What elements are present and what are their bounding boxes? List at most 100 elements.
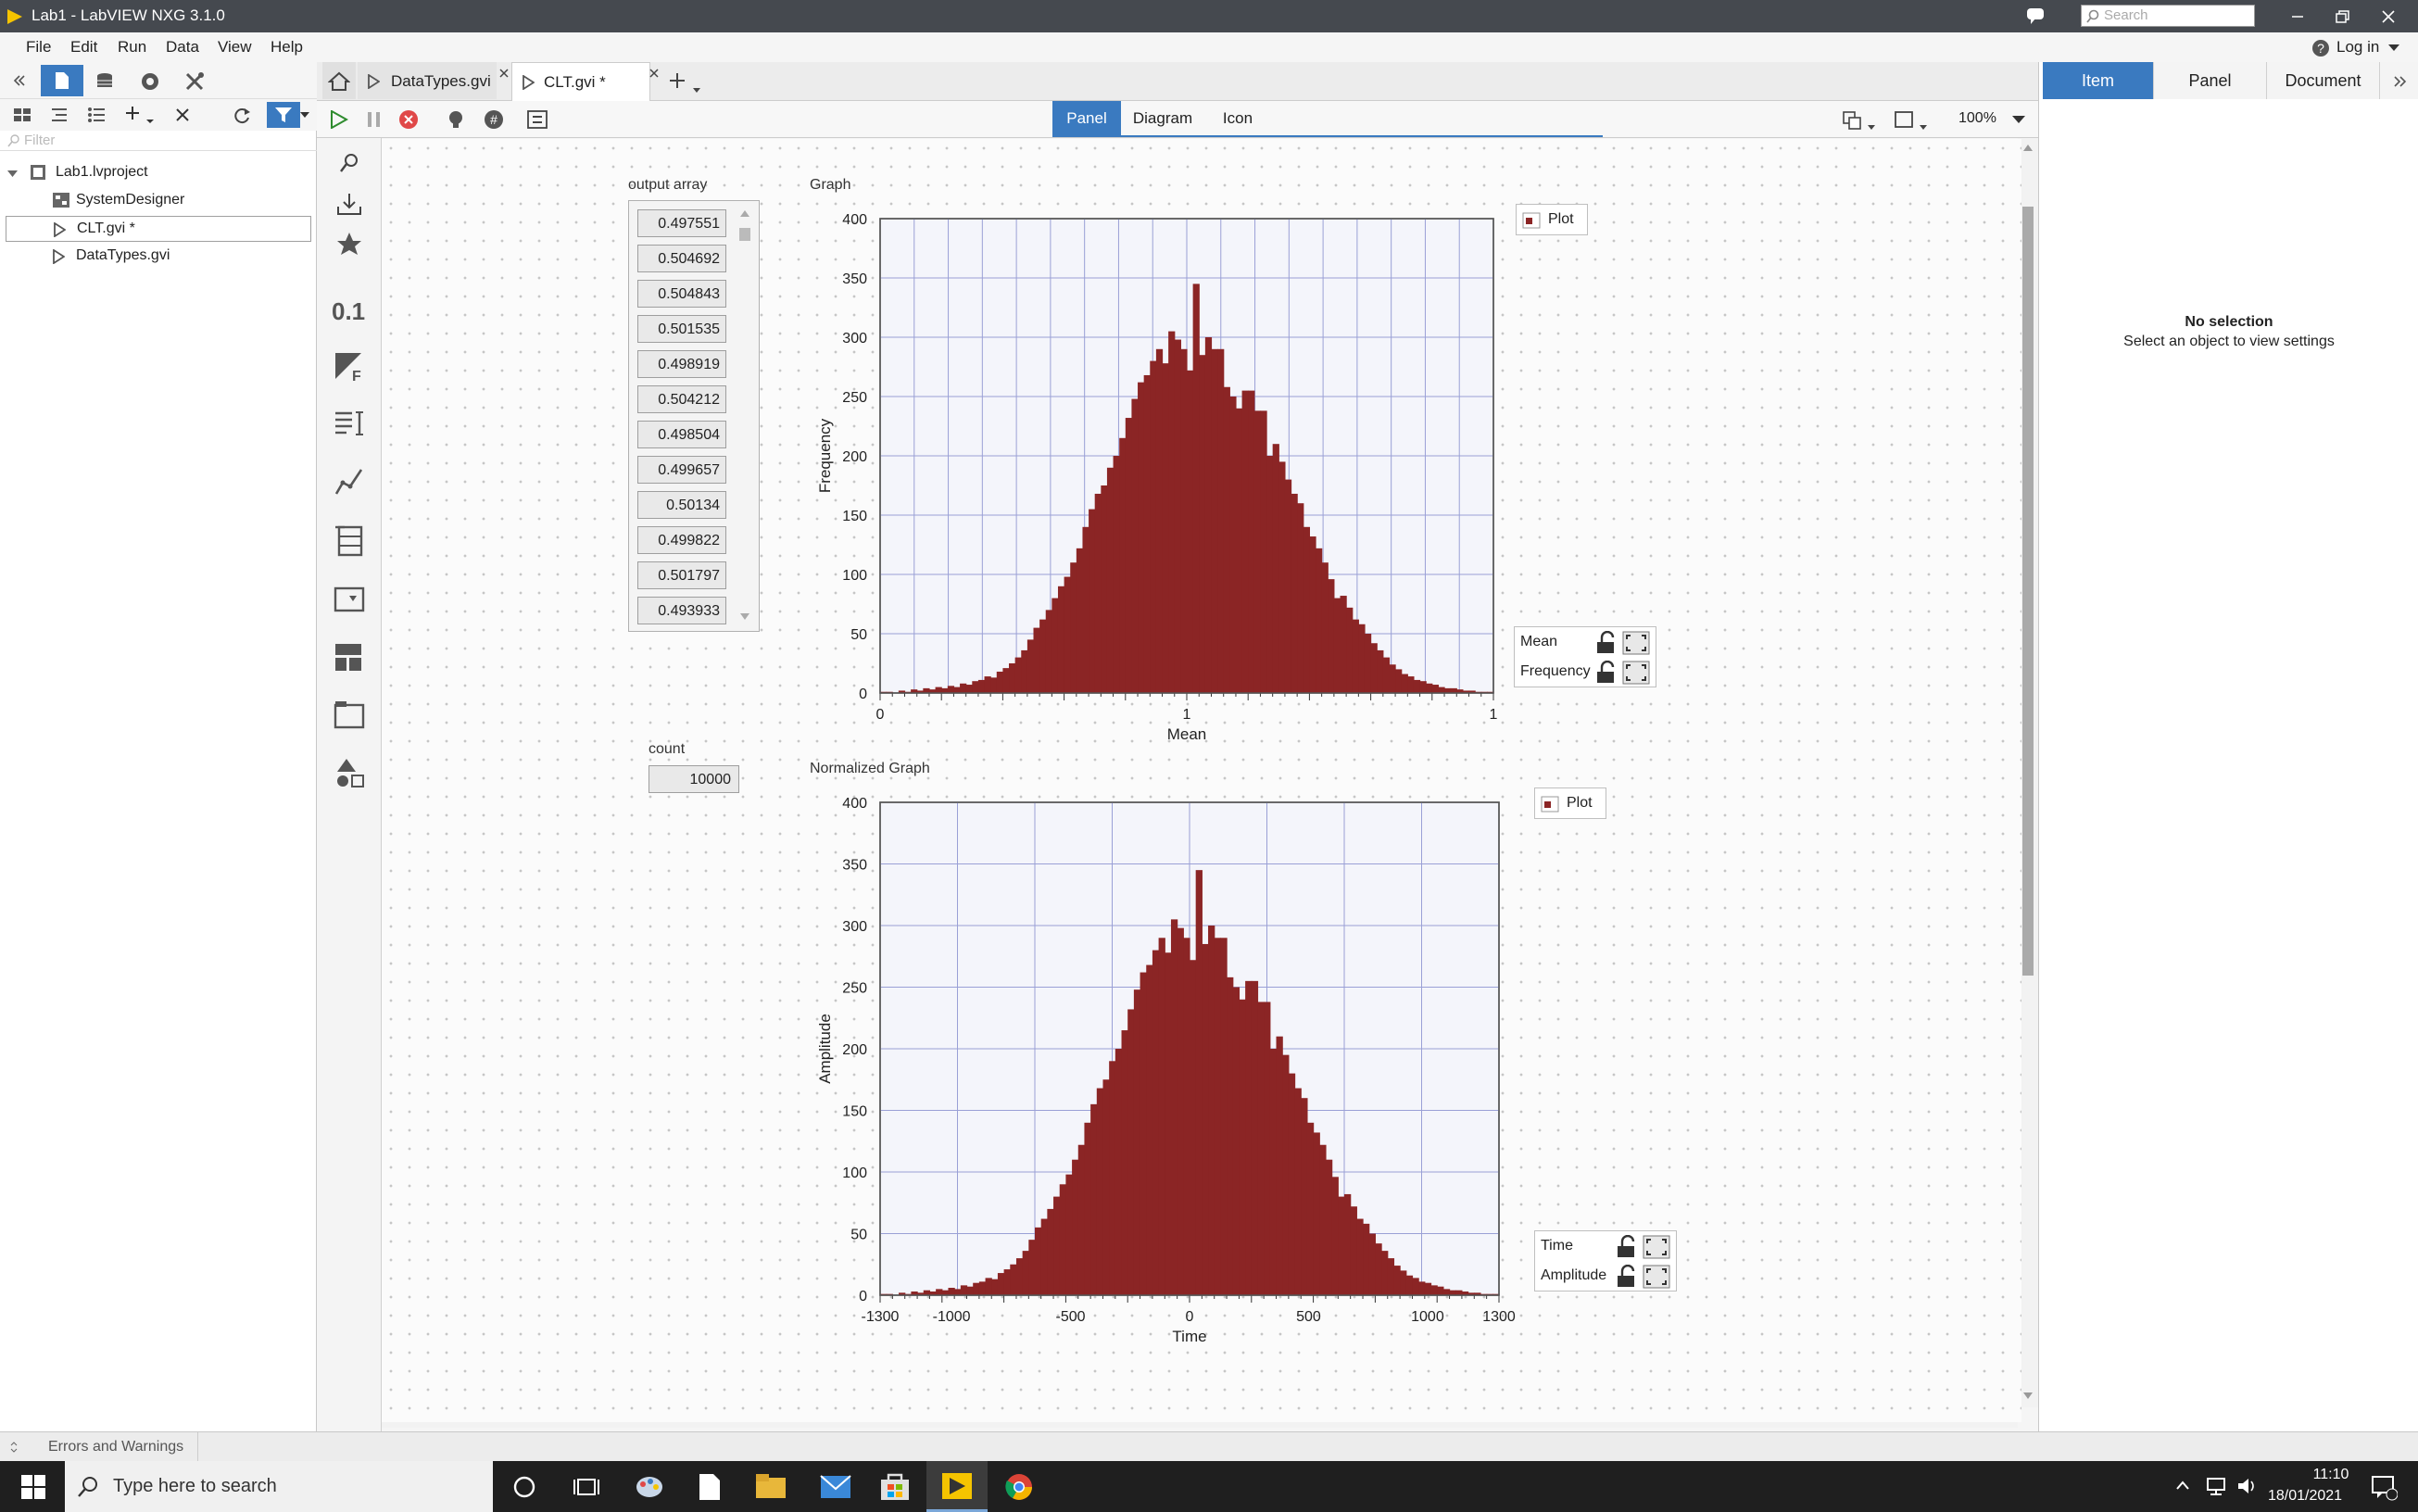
indent-list-icon[interactable] — [50, 107, 69, 123]
array-element[interactable]: 0.504212 — [637, 385, 726, 413]
zoom-level[interactable]: 100% — [1958, 110, 1996, 126]
graph-chart[interactable]: 0 50 100 150 200 250 300 350 400 0 1 1 Mean Frequency — [806, 204, 1519, 752]
array-palette-icon[interactable] — [334, 525, 365, 557]
normalized-graph-chart[interactable]: 0 50 100 150 200 250 300 350 400 -1300 -1000 -500 0 5… — [806, 788, 1529, 1354]
tab-clt[interactable]: CLT.gvi * — [511, 62, 650, 102]
tray-expand-icon[interactable] — [2175, 1480, 2190, 1491]
autoscale-icon[interactable] — [1643, 1265, 1670, 1289]
graph-palette-icon[interactable] — [334, 466, 365, 498]
new-tab-icon[interactable] — [669, 71, 702, 95]
autoscale-icon[interactable] — [1622, 661, 1650, 685]
mail-app-icon[interactable] — [819, 1472, 852, 1502]
database-icon[interactable] — [94, 71, 115, 92]
tab-document[interactable]: Document — [2267, 62, 2380, 99]
run-icon[interactable] — [330, 110, 348, 129]
string-palette-icon[interactable] — [334, 409, 365, 438]
array-element[interactable]: 0.501797 — [637, 561, 726, 589]
tree-item-systemdesigner[interactable]: SystemDesigner — [0, 190, 317, 212]
clock-date[interactable]: 18/01/2021 — [2268, 1488, 2343, 1504]
login-link[interactable]: Log in — [2336, 38, 2380, 56]
store-app-icon[interactable] — [878, 1470, 912, 1502]
abort-icon[interactable] — [398, 109, 419, 130]
close-tab-icon[interactable] — [498, 68, 510, 79]
tab-icon[interactable]: Icon — [1204, 101, 1271, 136]
tab-diagram[interactable]: Diagram — [1121, 101, 1204, 136]
tree-item-datatypes[interactable]: DataTypes.gvi — [0, 246, 317, 268]
tab-item[interactable]: Item — [2043, 62, 2154, 99]
count-indicator[interactable]: 10000 — [649, 765, 739, 793]
numeric-palette-icon[interactable]: 0.1 — [332, 297, 366, 325]
notepad-app-icon[interactable] — [697, 1472, 723, 1502]
taskbar-search[interactable]: Type here to search — [65, 1461, 493, 1512]
files-view-tab[interactable] — [41, 65, 83, 96]
array-element[interactable]: 0.50134 — [637, 491, 726, 519]
feedback-icon[interactable] — [2025, 6, 2049, 26]
alignment-icon[interactable] — [1842, 110, 1879, 131]
chevron-down-icon[interactable] — [300, 112, 311, 120]
array-element[interactable]: 0.501535 — [637, 315, 726, 343]
array-scroll-thumb[interactable] — [739, 228, 750, 241]
menu-view[interactable]: View — [218, 38, 252, 56]
tools-icon[interactable] — [183, 70, 206, 93]
network-icon[interactable] — [2205, 1476, 2227, 1496]
array-element[interactable]: 0.498504 — [637, 421, 726, 448]
array-element[interactable]: 0.504843 — [637, 280, 726, 308]
menu-help[interactable]: Help — [271, 38, 303, 56]
filter-toggle-button[interactable] — [267, 102, 300, 128]
windows-start-icon[interactable] — [20, 1474, 46, 1500]
notifications-icon[interactable] — [2370, 1474, 2398, 1502]
array-element[interactable]: 0.493933 — [637, 597, 726, 624]
menu-file[interactable]: File — [26, 38, 52, 56]
filter-input[interactable]: Filter — [0, 131, 317, 151]
retain-values-icon[interactable]: # — [484, 109, 504, 130]
tree-item-project[interactable]: Lab1.lvproject — [0, 162, 317, 184]
view-grid-icon[interactable] — [13, 107, 31, 123]
errors-warnings-tab[interactable]: Errors and Warnings — [31, 1432, 198, 1462]
list-palette-icon[interactable] — [334, 586, 365, 614]
labview-taskbar-button[interactable] — [926, 1461, 988, 1512]
array-element[interactable]: 0.499822 — [637, 526, 726, 554]
resize-grip-icon[interactable] — [9, 1441, 19, 1454]
highlight-execution-icon[interactable] — [447, 109, 465, 130]
probe-icon[interactable] — [526, 109, 548, 130]
list-view-icon[interactable] — [87, 107, 106, 123]
close-tab-icon[interactable] — [649, 68, 660, 79]
array-element[interactable]: 0.498919 — [637, 350, 726, 378]
chevron-down-icon[interactable] — [2388, 44, 2399, 52]
unlock-icon[interactable] — [1594, 661, 1618, 685]
instrument-icon[interactable] — [139, 71, 161, 92]
tab-datatypes[interactable]: DataTypes.gvi — [358, 62, 497, 99]
expand-arrow-icon[interactable] — [7, 170, 19, 179]
favorites-star-icon[interactable] — [335, 231, 363, 257]
tab-palette-icon[interactable] — [334, 699, 365, 729]
clock-time[interactable]: 11:10 — [2312, 1467, 2349, 1482]
autoscale-icon[interactable] — [1643, 1235, 1670, 1259]
tree-item-clt[interactable]: CLT.gvi * — [6, 216, 311, 242]
import-icon[interactable] — [335, 192, 363, 218]
search-icon[interactable] — [337, 151, 361, 175]
unlock-icon[interactable] — [1615, 1235, 1639, 1259]
menu-edit[interactable]: Edit — [70, 38, 98, 56]
delete-icon[interactable] — [174, 107, 191, 123]
chevron-down-icon[interactable] — [2012, 116, 2025, 125]
help-icon[interactable]: ? — [2311, 38, 2331, 58]
expand-pane-button[interactable] — [2380, 62, 2418, 99]
pause-icon[interactable] — [365, 110, 384, 129]
array-element[interactable]: 0.504692 — [637, 245, 726, 272]
add-item-icon[interactable] — [124, 105, 156, 125]
task-view-icon[interactable] — [573, 1474, 600, 1500]
file-explorer-icon[interactable] — [754, 1472, 787, 1502]
minimize-icon[interactable] — [2288, 7, 2307, 26]
scroll-thumb[interactable] — [2022, 207, 2034, 976]
scroll-down-icon[interactable] — [2022, 1391, 2034, 1400]
cortana-icon[interactable] — [511, 1474, 537, 1500]
collapse-pane-icon[interactable] — [11, 73, 26, 88]
array-scrollbar[interactable] — [737, 208, 752, 624]
unlock-icon[interactable] — [1615, 1265, 1639, 1289]
array-element[interactable]: 0.497551 — [637, 209, 726, 237]
scroll-down-icon[interactable] — [739, 611, 750, 621]
array-element[interactable]: 0.499657 — [637, 456, 726, 484]
tab-panel[interactable]: Panel — [1052, 101, 1121, 136]
autoscale-icon[interactable] — [1622, 631, 1650, 655]
menu-data[interactable]: Data — [166, 38, 199, 56]
